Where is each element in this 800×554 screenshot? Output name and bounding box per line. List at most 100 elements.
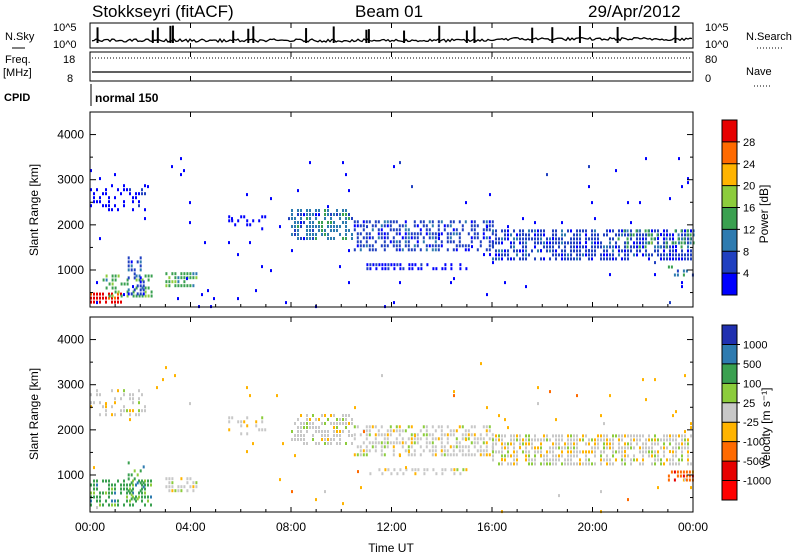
power-cell <box>93 296 95 300</box>
power-cell <box>690 257 692 261</box>
velocity-cell <box>690 434 692 438</box>
velocity-cell <box>669 450 671 454</box>
power-cell <box>549 257 551 261</box>
velocity-cell <box>467 449 470 453</box>
velocity-cell <box>675 450 677 454</box>
power-cell <box>356 240 359 244</box>
power-cell <box>470 240 473 244</box>
velocity-colorbar-swatch <box>722 325 737 345</box>
velocity-cell <box>312 422 314 425</box>
power-cell <box>489 193 491 197</box>
power-cell <box>249 241 251 245</box>
velocity-cell <box>192 481 195 485</box>
power-cell <box>416 240 419 244</box>
velocity-cell <box>324 442 326 445</box>
velocity-cell <box>482 441 485 445</box>
velocity-cell <box>422 449 425 453</box>
power-cell <box>645 241 647 245</box>
velocity-cell <box>150 495 152 499</box>
velocity-cell <box>168 489 171 493</box>
power-cell <box>570 253 572 257</box>
velocity-cell <box>660 446 662 450</box>
power-cell <box>672 253 674 257</box>
velocity-cell <box>492 450 494 454</box>
velocity-cell <box>570 438 572 442</box>
power-cell <box>246 193 248 197</box>
velocity-cell <box>318 430 320 433</box>
velocity-cell <box>434 445 437 449</box>
velocity-cell <box>434 453 437 457</box>
velocity-cell <box>633 446 635 450</box>
power-cell <box>315 237 317 240</box>
power-cell <box>449 240 452 244</box>
velocity-cell <box>306 426 308 429</box>
velocity-cell <box>133 497 136 501</box>
power-cell <box>377 220 380 224</box>
power-cell <box>446 248 449 252</box>
power-cell <box>378 263 381 267</box>
power-cell <box>684 253 686 257</box>
velocity-cell <box>525 458 527 462</box>
power-cell <box>150 274 153 278</box>
velocity-cell <box>510 438 512 442</box>
power-cell <box>667 265 670 269</box>
velocity-cell <box>414 472 417 476</box>
velocity-cell <box>528 462 530 466</box>
power-cell <box>126 294 129 298</box>
power-cell <box>507 233 509 237</box>
power-cell <box>507 249 509 253</box>
velocity-cell <box>120 413 122 417</box>
power-cell <box>491 232 494 236</box>
velocity-cell <box>141 393 143 397</box>
velocity-cell <box>392 449 395 453</box>
power-cell <box>459 263 462 267</box>
velocity-cell <box>609 442 611 446</box>
power-cell <box>377 232 380 236</box>
power-cell <box>606 233 608 237</box>
velocity-cell <box>386 429 389 433</box>
velocity-cell <box>108 487 110 491</box>
velocity-cell <box>93 466 95 470</box>
power-cell <box>177 276 180 280</box>
velocity-cell <box>630 434 632 438</box>
velocity-cell <box>504 458 506 462</box>
power-cell <box>348 213 350 216</box>
velocity-cell <box>594 462 596 466</box>
velocity-cell <box>405 466 407 470</box>
power-cell <box>516 253 518 257</box>
power-cell <box>440 244 443 248</box>
velocity-echo-region <box>127 461 145 501</box>
power-cell <box>365 220 368 224</box>
power-cell <box>362 224 365 228</box>
power-cell <box>461 224 464 228</box>
power-cell <box>645 249 647 253</box>
power-echo-region <box>165 272 198 288</box>
velocity-cell <box>264 428 267 432</box>
velocity-cell <box>381 374 383 378</box>
velocity-cell <box>324 434 326 437</box>
power-cell <box>413 236 416 240</box>
power-cell <box>348 281 350 285</box>
power-cell <box>528 229 530 233</box>
power-cell <box>642 241 644 245</box>
velocity-cell <box>306 430 308 433</box>
power-cell <box>377 236 380 240</box>
power-cell <box>617 237 620 241</box>
power-cell <box>139 256 142 260</box>
power-cell <box>476 248 479 252</box>
power-cell <box>264 215 267 219</box>
power-cell <box>609 257 611 261</box>
velocity-cell <box>673 478 676 482</box>
power-cell <box>674 229 677 233</box>
power-cell <box>465 267 468 271</box>
velocity-cell <box>117 503 119 507</box>
velocity-cell <box>576 446 578 450</box>
power-cell <box>687 237 689 241</box>
velocity-cell <box>555 462 557 466</box>
power-cell <box>615 245 617 249</box>
power-cell <box>246 223 249 227</box>
power-cell <box>135 294 138 298</box>
power-cell <box>525 257 527 261</box>
velocity-cell <box>130 497 133 501</box>
velocity-cell <box>612 442 614 446</box>
